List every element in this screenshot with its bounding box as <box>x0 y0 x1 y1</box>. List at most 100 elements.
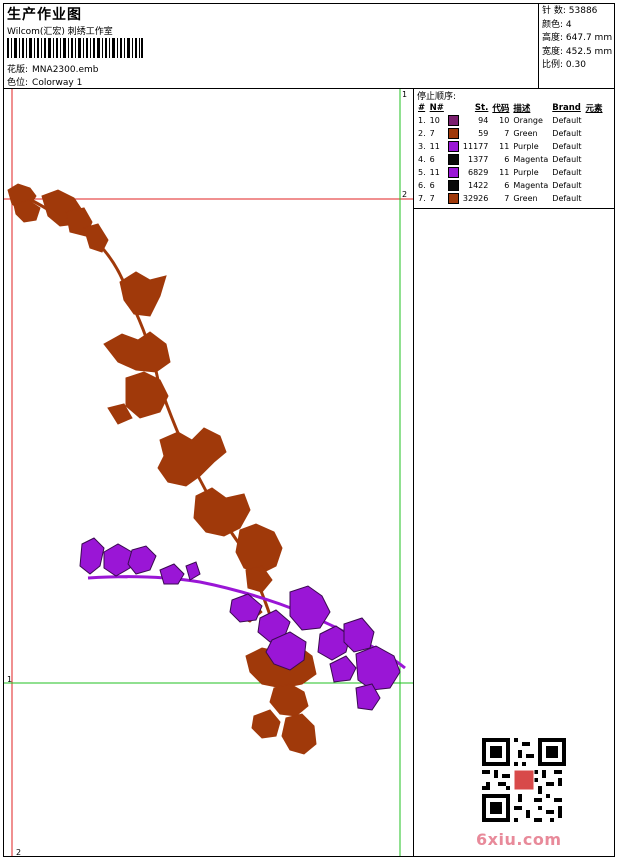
color-swatch <box>447 180 459 191</box>
row-index: 4. <box>418 155 426 164</box>
row-brand: Default <box>552 168 582 177</box>
table-divider <box>413 208 615 209</box>
row-stitches: 94 <box>478 116 489 125</box>
row-index: 1. <box>418 116 426 125</box>
table-row: 5. 11 6829 11 Purple Default <box>416 166 605 179</box>
design-stats: 针 数: 53886 颜色: 4 高度: 647.7 mm 宽度: 452.5 … <box>542 5 612 73</box>
color-swatch <box>447 154 459 165</box>
row-stitches: 6829 <box>467 168 489 177</box>
row-brand: Default <box>552 194 582 203</box>
row-needle: 11 <box>429 142 440 151</box>
row-code: 7 <box>504 194 510 203</box>
row-brand: Default <box>552 116 582 125</box>
color-swatch <box>447 167 459 178</box>
col-code: 代码 <box>492 103 510 114</box>
row-color-swatch <box>446 179 461 192</box>
row-index: 6. <box>418 181 426 190</box>
row-element <box>584 127 605 140</box>
guide-label-top-right: 1 <box>402 90 408 99</box>
table-row: 4. 6 1377 6 Magenta Default <box>416 153 605 166</box>
design-value: MNA2300.emb <box>32 65 99 75</box>
row-stitches: 59 <box>478 129 489 138</box>
row-index: 7. <box>418 194 426 203</box>
design-file-line: 花版: MNA2300.emb <box>7 62 98 75</box>
stat-scale: 比例: 0.30 <box>542 60 586 70</box>
row-code: 11 <box>499 142 510 151</box>
table-row: 1. 10 94 10 Orange Default <box>416 114 605 127</box>
page-frame <box>3 3 615 857</box>
row-color-swatch <box>446 127 461 140</box>
row-color-swatch <box>446 166 461 179</box>
col-brand: Brand <box>552 102 581 113</box>
row-element <box>584 140 605 153</box>
row-stitches: 1377 <box>467 155 489 164</box>
purple-flowers <box>79 537 406 711</box>
row-needle: 10 <box>429 116 440 125</box>
row-index: 3. <box>418 142 426 151</box>
table-row: 2. 7 59 7 Green Default <box>416 127 605 140</box>
table-row: 3. 11 11177 11 Purple Default <box>416 140 605 153</box>
row-needle: 6 <box>429 181 435 190</box>
company-name: Wilcom(汇宏) 刺绣工作室 <box>7 27 113 37</box>
row-element <box>584 179 605 192</box>
row-stitches: 1422 <box>467 181 489 190</box>
row-code: 11 <box>499 168 510 177</box>
table-row: 7. 7 32926 7 Green Default <box>416 192 605 205</box>
brown-vine <box>7 183 317 755</box>
col-color <box>446 101 461 114</box>
page-title: 生产作业图 <box>7 7 82 23</box>
row-description: Magenta <box>513 181 549 190</box>
row-description: Orange <box>513 116 543 125</box>
row-color-swatch <box>446 114 461 127</box>
col-index: # <box>418 102 426 113</box>
row-stitches: 11177 <box>462 142 489 151</box>
row-description: Green <box>513 129 538 138</box>
seal-icon <box>513 769 535 791</box>
design-label: 花版: <box>7 65 29 75</box>
row-brand: Default <box>552 142 582 151</box>
row-needle: 11 <box>429 168 440 177</box>
guide-label-green-left: 1 <box>7 675 13 684</box>
color-swatch <box>447 128 459 139</box>
colorway-value: Colorway 1 <box>32 78 83 88</box>
row-element <box>584 166 605 179</box>
row-needle: 7 <box>429 194 435 203</box>
row-element <box>584 192 605 205</box>
col-stitches: St. <box>474 102 489 113</box>
row-description: Purple <box>513 168 539 177</box>
col-needle: N# <box>429 102 444 113</box>
table-row: 6. 6 1422 6 Magenta Default <box>416 179 605 192</box>
stat-colors: 颜色: 4 <box>542 19 572 30</box>
table-header: # N# St. 代码 描述 Brand 元素 <box>416 101 605 114</box>
row-color-swatch <box>446 192 461 205</box>
row-element <box>584 153 605 166</box>
colorway-label: 色位: <box>7 78 29 88</box>
row-code: 6 <box>504 181 510 190</box>
row-description: Magenta <box>513 155 549 164</box>
qr-code <box>482 738 566 822</box>
row-index: 5. <box>418 168 426 177</box>
color-swatch <box>447 141 459 152</box>
colorway-line: 色位: Colorway 1 <box>7 75 82 88</box>
guide-label-red-right: 2 <box>402 190 408 199</box>
color-swatch <box>447 115 459 126</box>
row-brand: Default <box>552 181 582 190</box>
stats-divider <box>538 3 539 89</box>
row-description: Green <box>513 194 538 203</box>
row-brand: Default <box>552 155 582 164</box>
row-code: 6 <box>504 155 510 164</box>
barcode <box>7 38 143 58</box>
row-code: 7 <box>504 129 510 138</box>
row-code: 10 <box>499 116 510 125</box>
stat-width: 宽度: 452.5 mm <box>542 46 613 57</box>
row-stitches: 32926 <box>462 194 489 203</box>
col-description: 描述 <box>513 103 531 114</box>
watermark: 6xiu.com <box>476 830 562 849</box>
guide-label-bottom-left: 2 <box>16 848 22 857</box>
row-needle: 7 <box>429 129 435 138</box>
row-needle: 6 <box>429 155 435 164</box>
row-description: Purple <box>513 142 539 151</box>
row-index: 2. <box>418 129 426 138</box>
